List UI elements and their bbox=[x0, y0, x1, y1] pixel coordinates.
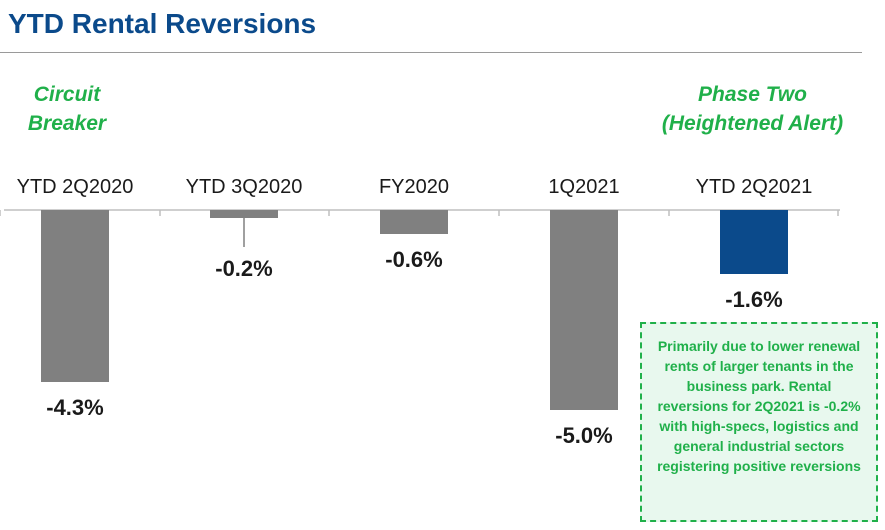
bar-4 bbox=[550, 210, 618, 410]
title-divider bbox=[0, 52, 862, 53]
phase-left-line-1: Circuit bbox=[33, 83, 101, 106]
phase-left-line-2: Breaker bbox=[27, 112, 107, 135]
phase-label-phase-two: Phase Two (Heightened Alert) bbox=[635, 80, 870, 138]
category-label-5: YTD 2Q2021 bbox=[696, 176, 813, 198]
phase-right-line-2: (Heightened Alert) bbox=[661, 112, 844, 135]
annotation-callout: Primarily due to lower renewal rents of … bbox=[640, 322, 878, 522]
bar-5 bbox=[720, 210, 788, 274]
bar-3 bbox=[380, 210, 448, 234]
bar-1 bbox=[41, 210, 109, 382]
phase-label-circuit-breaker: Circuit Breaker bbox=[14, 80, 120, 138]
data-label-1: -4.3% bbox=[46, 395, 103, 420]
page-title: YTD Rental Reversions bbox=[8, 8, 317, 39]
data-label-4: -5.0% bbox=[555, 423, 612, 448]
category-label-4: 1Q2021 bbox=[548, 176, 619, 198]
data-label-3: -0.6% bbox=[385, 247, 442, 272]
category-label-1: YTD 2Q2020 bbox=[17, 176, 134, 198]
phase-right-line-1: Phase Two bbox=[698, 83, 807, 106]
bar-2 bbox=[210, 210, 278, 218]
data-label-2: -0.2% bbox=[215, 256, 272, 281]
data-label-5: -1.6% bbox=[725, 287, 782, 312]
category-label-3: FY2020 bbox=[379, 176, 449, 198]
category-label-2: YTD 3Q2020 bbox=[186, 176, 303, 198]
